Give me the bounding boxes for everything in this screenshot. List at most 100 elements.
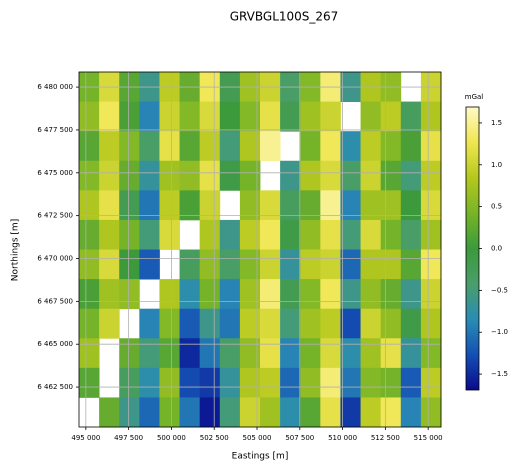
heatmap-cell	[79, 131, 100, 162]
y-tick-label: 6 475 000	[37, 169, 73, 177]
heatmap-cell	[179, 190, 201, 221]
heatmap-cell	[380, 190, 402, 221]
heatmap-cell	[420, 367, 442, 398]
heatmap-cell	[239, 249, 261, 280]
heatmap-cell	[420, 160, 442, 191]
heatmap-cell	[219, 131, 241, 162]
y-tick-label: 6 472 500	[37, 212, 73, 220]
heatmap-cell	[199, 219, 221, 250]
heatmap-cell	[380, 308, 402, 339]
colorbar-tick-label: −0.5	[491, 286, 508, 294]
heatmap-cell	[380, 249, 402, 280]
heatmap-cell	[300, 131, 321, 162]
heatmap-cell	[119, 131, 140, 162]
heatmap-cell	[400, 131, 422, 162]
heatmap-cell	[219, 219, 241, 250]
x-tick-label: 510 000	[328, 434, 357, 442]
heatmap-cell	[300, 338, 321, 369]
heatmap-cell	[360, 279, 382, 310]
heatmap-cell	[360, 131, 382, 162]
heatmap-cell	[159, 338, 180, 369]
heatmap-cell	[260, 338, 281, 369]
colorbar-tick-label: −1.0	[491, 328, 508, 336]
heatmap-cell	[139, 219, 160, 250]
heatmap-cell	[360, 160, 382, 191]
colorbar-tick-label: 0.5	[491, 203, 502, 211]
heatmap-cell	[320, 279, 341, 310]
heatmap-cell	[260, 219, 281, 250]
colorbar-tick-label: 1.0	[491, 161, 502, 169]
heatmap-cell	[199, 101, 221, 132]
heatmap-cell	[400, 279, 422, 310]
heatmap-cell	[79, 101, 100, 132]
heatmap-cell	[340, 219, 361, 250]
heatmap-cell	[159, 190, 180, 221]
heatmap-cell	[239, 131, 261, 162]
heatmap-cell	[280, 160, 301, 191]
heatmap-cell	[139, 101, 160, 132]
heatmap-cell	[99, 308, 120, 339]
heatmap-cell	[239, 367, 261, 398]
heatmap-cell	[420, 190, 442, 221]
heatmap-cell	[99, 190, 120, 221]
heatmap-cell	[139, 367, 160, 398]
heatmap-cell	[340, 338, 361, 369]
heatmap-cell	[320, 397, 341, 428]
heatmap-cell	[99, 101, 120, 132]
heatmap-cell	[280, 308, 301, 339]
heatmap-cell	[400, 338, 422, 369]
heatmap-cell	[119, 160, 140, 191]
heatmap-cell	[199, 160, 221, 191]
heatmap-cell	[139, 249, 160, 280]
heatmap-cell	[400, 308, 422, 339]
heatmap-cell	[79, 249, 100, 280]
heatmap-cell	[260, 279, 281, 310]
plot-frame	[78, 71, 442, 428]
heatmap-cell	[340, 160, 361, 191]
heatmap-cell	[380, 338, 402, 369]
heatmap-cell	[300, 219, 321, 250]
heatmap-cell	[79, 190, 100, 221]
heatmap-cell	[159, 101, 180, 132]
heatmap-cell	[159, 308, 180, 339]
heatmap-cell	[199, 190, 221, 221]
heatmap-cell	[199, 279, 221, 310]
heatmap-cell	[300, 397, 321, 428]
heatmap-cell	[79, 308, 100, 339]
heatmap-cell	[79, 367, 100, 398]
heatmap-cell	[119, 279, 140, 310]
heatmap-cell	[199, 308, 221, 339]
heatmap-cell	[300, 190, 321, 221]
heatmap-cell	[219, 397, 241, 428]
heatmap-cell	[400, 249, 422, 280]
heatmap-cell	[219, 160, 241, 191]
heatmap-cell	[320, 367, 341, 398]
heatmap-cell	[260, 367, 281, 398]
heatmap-cell	[179, 338, 201, 369]
y-axis-label: Northings [m]	[11, 219, 21, 281]
heatmap-cell	[179, 308, 201, 339]
heatmap-cell	[239, 160, 261, 191]
colorbar-tick-label: −1.5	[491, 370, 508, 378]
colorbar-label: mGal	[465, 93, 484, 101]
heatmap-cell	[159, 397, 180, 428]
heatmap-cell	[280, 397, 301, 428]
heatmap-cell	[320, 160, 341, 191]
heatmap-cell	[400, 367, 422, 398]
heatmap-cell	[179, 249, 201, 280]
heatmap-cell	[159, 219, 180, 250]
heatmap-cell	[300, 279, 321, 310]
heatmap-cell	[360, 101, 382, 132]
heatmap-cell	[159, 131, 180, 162]
y-tick-label: 6 480 000	[37, 83, 73, 91]
heatmap-cell	[139, 131, 160, 162]
heatmap-cell	[280, 101, 301, 132]
x-tick-label: 512 500	[371, 434, 400, 442]
heatmap-cell	[239, 397, 261, 428]
heatmap-cell	[219, 338, 241, 369]
heatmap-cell	[300, 308, 321, 339]
heatmap	[79, 72, 442, 428]
heatmap-cell	[280, 279, 301, 310]
heatmap-cell	[219, 367, 241, 398]
